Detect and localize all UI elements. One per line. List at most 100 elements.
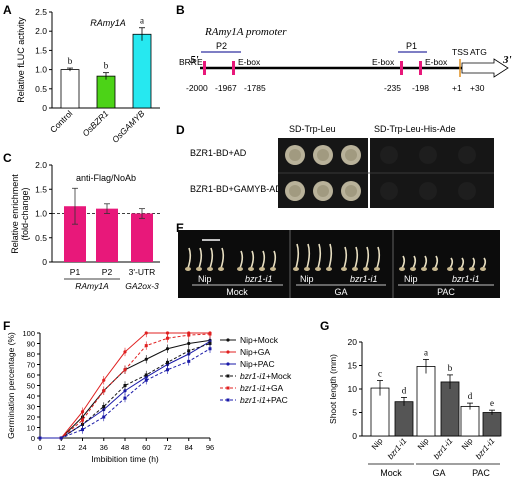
seedling-shoot — [423, 255, 428, 269]
x-axis-label: Imbibition time (h) — [91, 454, 159, 464]
bar — [131, 213, 153, 262]
data-point — [81, 418, 84, 422]
plate-column-label: SD-Trp-Leu — [289, 124, 336, 134]
x-tick-label: 48 — [121, 443, 129, 452]
yeast-colony-center — [289, 185, 301, 197]
group-label: PAC — [472, 468, 490, 478]
seed — [432, 267, 438, 271]
data-point — [59, 436, 63, 440]
seed — [469, 267, 475, 271]
legend-marker — [226, 386, 230, 390]
genotype-label: bzr1-i1 — [452, 274, 480, 284]
seed — [326, 267, 332, 271]
data-point — [123, 368, 127, 372]
position-label: +30 — [470, 83, 485, 93]
group-label: GA — [432, 468, 445, 478]
bar — [482, 412, 502, 437]
seedling-shoot — [317, 243, 322, 269]
significance-letter: e — [490, 398, 494, 408]
bar — [394, 401, 414, 437]
genotype-label: Nip — [404, 274, 418, 284]
x-tick-label: 72 — [163, 443, 171, 452]
legend-marker — [226, 338, 230, 342]
p2-label: P2 — [216, 41, 227, 51]
chart-title: RAmy1A — [90, 18, 126, 28]
y-axis-label: Germination percentage (%) — [6, 332, 16, 439]
significance-letter: c — [378, 369, 382, 379]
x-tick-label: 24 — [78, 443, 86, 452]
x-tick-label: P2 — [102, 267, 113, 277]
significance-letter: a — [140, 16, 144, 26]
data-point — [166, 336, 169, 340]
seed — [248, 267, 254, 271]
seed — [185, 267, 191, 271]
significance-letter: d — [402, 385, 407, 395]
seedling-shoot — [198, 247, 203, 269]
y-tick-label: 50 — [27, 382, 35, 391]
y-tick-label: 0.5 — [35, 84, 47, 94]
panel-label-d: D — [176, 123, 185, 137]
seed — [399, 267, 405, 271]
seed — [341, 267, 347, 271]
panel-label-a: A — [3, 3, 12, 17]
genotype-label: Nip — [300, 274, 314, 284]
x-tick-label: 96 — [206, 443, 214, 452]
seedling-shoot — [482, 257, 487, 269]
position-label: -1785 — [244, 83, 266, 93]
seedlings — [185, 243, 487, 271]
seedling-shoot — [460, 257, 465, 269]
yeast-colony-center — [345, 149, 357, 161]
data-point — [123, 384, 127, 387]
data-point — [187, 333, 191, 337]
y-tick-label: 0.5 — [35, 233, 47, 243]
y-tick-label: 1.0 — [35, 209, 47, 219]
seed — [207, 267, 213, 271]
x-tick-label: 3'-UTR — [129, 267, 156, 277]
data-point — [208, 347, 212, 351]
seed — [218, 267, 224, 271]
x-tick-label: Nip — [416, 436, 431, 451]
y-tick-label: 100 — [22, 329, 35, 338]
chart-title: anti-Flag/NoAb — [76, 173, 136, 183]
y-axis-label: Shoot length (mm) — [328, 354, 338, 424]
seedling-shoot — [376, 246, 381, 269]
yeast-colony-center — [289, 149, 301, 161]
position-label: -198 — [412, 83, 429, 93]
y-axis-label: Relative enrichment — [10, 174, 20, 254]
yeast-spot — [458, 182, 476, 200]
seedling-shoot — [239, 250, 244, 269]
x-tick-label: 60 — [142, 443, 150, 452]
y-tick-label: 1.0 — [35, 65, 47, 75]
y-tick-label: 70 — [27, 361, 35, 370]
seedling-shoot — [187, 247, 192, 269]
data-point — [102, 405, 106, 408]
x-tick-label: 36 — [100, 443, 108, 452]
seed — [293, 267, 299, 271]
x-tick-label: bzr1-i1 — [432, 437, 455, 462]
legend-label: bzr1-i1+Mock — [240, 371, 292, 381]
seed — [458, 267, 464, 271]
legend-marker — [226, 350, 230, 354]
panel-c-chart: 0 0.5 1.0 1.5 2.0 Relative enrichment (fold-ch… — [10, 160, 160, 291]
seedling-shoot — [471, 257, 476, 269]
y-tick-label: 2.5 — [35, 7, 47, 17]
panel-label-g: G — [320, 319, 329, 333]
data-point — [165, 347, 170, 351]
data-point — [144, 344, 148, 348]
seedling-shoot — [250, 250, 255, 269]
legend-marker — [226, 398, 230, 402]
panel-g-chart: 0 5 10 15 20 Shoot length (mm) c Nip d bzr1-i1 a Ni… — [328, 337, 502, 478]
legend-marker — [226, 362, 230, 366]
yeast-colony-center — [317, 149, 329, 161]
seedling-shoot — [295, 243, 300, 269]
treatment-label: GA — [334, 287, 347, 297]
x-tick-label: Nip — [370, 436, 385, 451]
x-tick-label: bzr1-i1 — [386, 437, 409, 462]
bar — [60, 69, 80, 109]
y-tick-label: 0 — [352, 431, 357, 441]
yeast-colony-center — [317, 185, 329, 197]
seed — [196, 267, 202, 271]
yeast-spot — [380, 146, 398, 164]
seedling-shoot — [272, 250, 277, 269]
